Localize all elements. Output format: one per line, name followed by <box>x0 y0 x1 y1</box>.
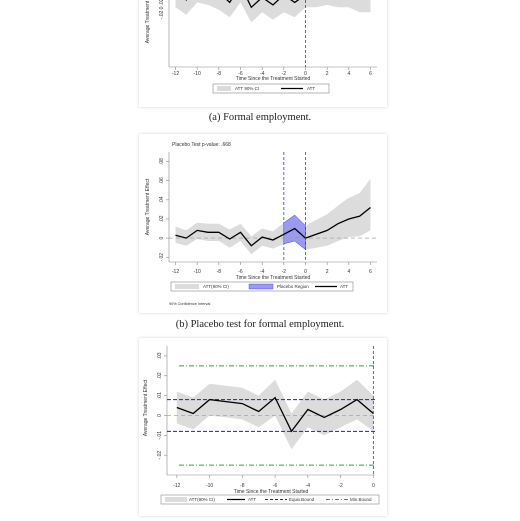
chart-c: -12 -10 -8 -6 -4 -2 0 -.02 -.01 0 .01 .02 .03 Time Si… <box>143 346 380 505</box>
y-tick-label: -.02 <box>159 10 165 19</box>
legend-ci-swatch <box>175 284 199 289</box>
legend-box <box>212 83 330 94</box>
x-axis-label: Time Since the Treatment Started <box>234 489 309 495</box>
legend-att-label: ATT <box>248 497 256 502</box>
x-tick-label: 6 <box>369 71 372 77</box>
y-tick-label: 0 <box>159 236 165 239</box>
x-tick-label: -10 <box>194 269 201 275</box>
legend-att-label: ATT <box>307 86 315 91</box>
y-tick-label: -.01 <box>157 431 163 440</box>
legend-min-label: Min.Bound <box>350 497 372 502</box>
x-axis-label: Time Since the Treatment Started <box>236 76 311 82</box>
y-tick-label: -.02 <box>157 451 163 460</box>
y-tick-label: .02 <box>159 215 165 222</box>
x-tick-label: 0 <box>304 269 307 275</box>
chart-b: -12 -10 -8 -6 -4 -2 0 2 4 6 -.02 0 .02 .04 .06 .08 Time … <box>145 142 377 306</box>
x-tick-label: -6 <box>238 269 243 275</box>
ci-band <box>175 0 371 23</box>
att-line <box>176 396 374 433</box>
x-tick-label: -10 <box>194 71 201 77</box>
legend-ci-label: ATT 90% CI <box>235 86 259 91</box>
y-tick-label: .04 <box>159 196 165 203</box>
x-tick-label: -8 <box>217 269 222 275</box>
x-tick-label: -12 <box>173 483 180 489</box>
att-line <box>185 0 300 9</box>
legend-ci-label: ATT(90% CI) <box>203 284 229 289</box>
x-tick-label: -4 <box>306 483 311 489</box>
caption-b: (b) Placebo test for formal employment. <box>175 319 345 330</box>
x-tick-label: -8 <box>217 71 222 77</box>
att-line <box>175 206 371 247</box>
legend-placebo-label: Placebo Region <box>277 284 309 289</box>
y-tick-label: 0 <box>159 6 165 9</box>
x-tick-label: 0 <box>304 71 307 77</box>
y-tick-label: .03 <box>157 352 163 359</box>
y-tick-label: .02 <box>159 0 165 5</box>
x-tick-label: -12 <box>172 71 179 77</box>
y-axis-label: Average Treatment Effect <box>143 379 149 436</box>
panel-b: -12 -10 -8 -6 -4 -2 0 2 4 6 -.02 0 .02 .04 .06 .08 Time … <box>139 134 387 313</box>
x-tick-label: -4 <box>260 269 265 275</box>
legend-ci-label: ATT(90% CI) <box>189 497 215 502</box>
x-tick-label: 2 <box>326 71 329 77</box>
legend-att-label: ATT <box>340 284 348 289</box>
y-tick-label: .02 <box>157 372 163 379</box>
chart-title: Placebo Test p-value: .668 <box>172 142 231 148</box>
legend-placebo-swatch <box>248 283 274 290</box>
x-tick-label: 2 <box>326 269 329 275</box>
y-axis-label: Average Treatment Effect <box>145 0 151 43</box>
y-axis-label: Average Treatment Effect <box>145 178 151 235</box>
caption-a: (a) Formal employment. <box>208 112 312 123</box>
x-tick-label: 6 <box>369 269 372 275</box>
y-tick-label: 0 <box>157 414 163 417</box>
x-tick-label: -12 <box>172 269 179 275</box>
x-axis-label: Time Since the Treatment Started <box>236 275 311 281</box>
y-tick-label: .01 <box>157 392 163 399</box>
ci-note: 90% Confidence Interval <box>169 302 211 306</box>
y-tick-label: .06 <box>159 177 165 184</box>
legend-equiv-label: Equiv.Bound <box>289 497 315 502</box>
x-tick-label: -2 <box>282 71 287 77</box>
x-tick-label: -10 <box>206 483 213 489</box>
x-tick-label: 4 <box>347 269 350 275</box>
y-tick-label: -.02 <box>159 253 165 262</box>
x-tick-label: -2 <box>338 483 343 489</box>
x-tick-label: -6 <box>238 71 243 77</box>
x-tick-label: -6 <box>273 483 278 489</box>
panel-a: -12 -10 -8 -6 -4 -2 0 2 4 6.02 0 -.02 Time Since the… <box>139 0 387 107</box>
ci-band <box>175 178 371 255</box>
x-tick-label: 4 <box>347 71 350 77</box>
x-tick-label: -4 <box>260 71 265 77</box>
y-tick-label: .08 <box>159 158 165 165</box>
legend-ci-swatch <box>165 497 187 502</box>
legend-ci-swatch <box>217 86 231 91</box>
panel-c: -12 -10 -8 -6 -4 -2 0 -.02 -.01 0 .01 .02 .03 Time Si… <box>139 338 387 516</box>
x-tick-label: 0 <box>372 483 375 489</box>
x-tick-label: -2 <box>282 269 287 275</box>
x-tick-label: -8 <box>240 483 245 489</box>
ci-band <box>176 379 374 450</box>
